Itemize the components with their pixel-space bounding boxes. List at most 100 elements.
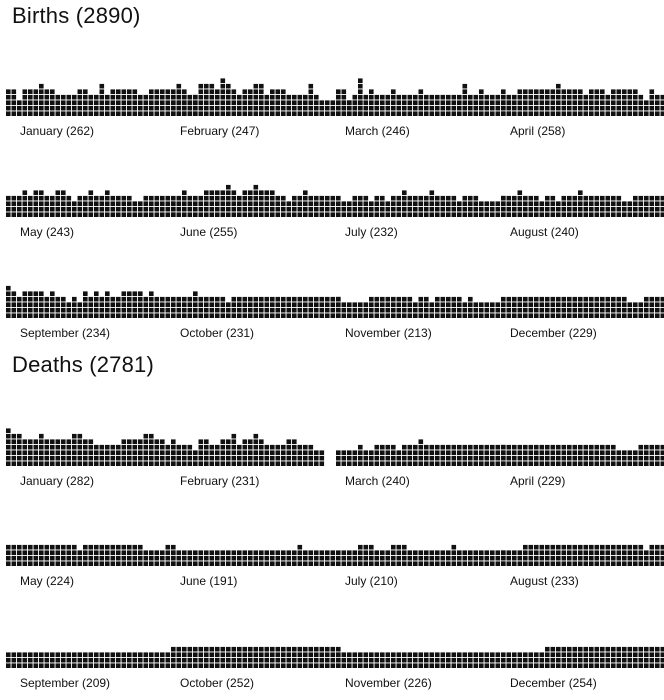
record-square <box>275 646 281 652</box>
record-square <box>468 201 473 206</box>
record-square <box>138 439 143 444</box>
record-square <box>523 94 528 100</box>
record-square <box>143 444 149 450</box>
record-square <box>358 94 363 100</box>
record-square <box>116 111 121 116</box>
record-square <box>209 100 215 105</box>
record-square <box>248 561 253 566</box>
record-square <box>457 455 462 461</box>
record-square <box>44 555 50 561</box>
record-square <box>479 89 484 94</box>
record-square <box>55 450 61 455</box>
record-square <box>165 663 171 668</box>
record-square <box>226 105 231 111</box>
record-square <box>110 544 116 550</box>
record-square <box>154 550 160 555</box>
record-square <box>253 105 259 111</box>
record-square <box>457 663 462 668</box>
record-square <box>644 296 649 302</box>
record-square <box>308 89 314 94</box>
record-square <box>275 94 281 100</box>
record-square <box>94 555 99 561</box>
record-square <box>259 201 264 206</box>
record-square <box>303 212 308 217</box>
record-square <box>561 561 567 566</box>
record-square <box>83 302 88 307</box>
record-square <box>594 646 600 652</box>
record-square <box>457 561 462 566</box>
record-square <box>204 550 209 555</box>
record-square <box>248 461 253 466</box>
record-square <box>72 652 77 657</box>
record-square <box>457 212 462 217</box>
record-square <box>523 307 528 313</box>
record-square <box>484 550 490 555</box>
record-square <box>468 455 473 461</box>
record-square <box>594 652 600 657</box>
record-square <box>292 307 297 313</box>
record-square <box>506 206 512 212</box>
record-square <box>627 663 633 668</box>
record-square <box>578 657 583 663</box>
record-square <box>429 444 435 450</box>
record-square <box>611 111 616 116</box>
record-square <box>242 206 248 212</box>
record-square <box>638 450 644 455</box>
record-square <box>259 89 264 94</box>
record-square <box>594 100 600 105</box>
record-square <box>583 94 589 100</box>
record-square <box>17 195 22 201</box>
record-square <box>149 195 154 201</box>
record-square <box>193 646 198 652</box>
record-square <box>517 201 523 206</box>
record-square <box>204 657 209 663</box>
record-square <box>605 111 611 116</box>
record-square <box>374 111 380 116</box>
record-square <box>50 444 55 450</box>
record-square <box>352 555 358 561</box>
record-square <box>561 652 567 657</box>
record-square <box>292 646 297 652</box>
record-square <box>204 561 209 566</box>
record-square <box>171 307 176 313</box>
record-square <box>374 555 380 561</box>
record-square <box>165 450 171 455</box>
record-square <box>429 657 435 663</box>
record-square <box>297 296 303 302</box>
record-square <box>94 291 99 296</box>
record-square <box>94 201 99 206</box>
record-square <box>83 94 88 100</box>
record-square <box>215 646 220 652</box>
record-square <box>44 439 50 444</box>
record-square <box>451 111 457 116</box>
record-square <box>187 450 193 455</box>
deaths-month-plot <box>336 439 506 466</box>
record-square <box>226 206 231 212</box>
record-square <box>99 206 105 212</box>
record-square <box>17 544 22 550</box>
record-square <box>512 561 517 566</box>
record-square <box>622 555 627 561</box>
record-square <box>242 111 248 116</box>
record-square <box>259 657 264 663</box>
record-square <box>297 105 303 111</box>
record-square <box>330 296 336 302</box>
record-square <box>286 550 292 555</box>
record-square <box>33 544 39 550</box>
record-square <box>556 212 561 217</box>
record-square <box>429 561 435 566</box>
record-square <box>110 555 116 561</box>
record-square <box>600 89 605 94</box>
record-square <box>418 206 424 212</box>
record-square <box>462 302 468 307</box>
record-square <box>149 461 154 466</box>
record-square <box>281 195 286 201</box>
record-square <box>561 212 567 217</box>
record-square <box>61 444 66 450</box>
record-square <box>171 100 176 105</box>
record-square <box>242 561 248 566</box>
record-square <box>583 212 589 217</box>
record-square <box>611 657 616 663</box>
record-square <box>198 663 204 668</box>
record-square <box>363 450 369 455</box>
